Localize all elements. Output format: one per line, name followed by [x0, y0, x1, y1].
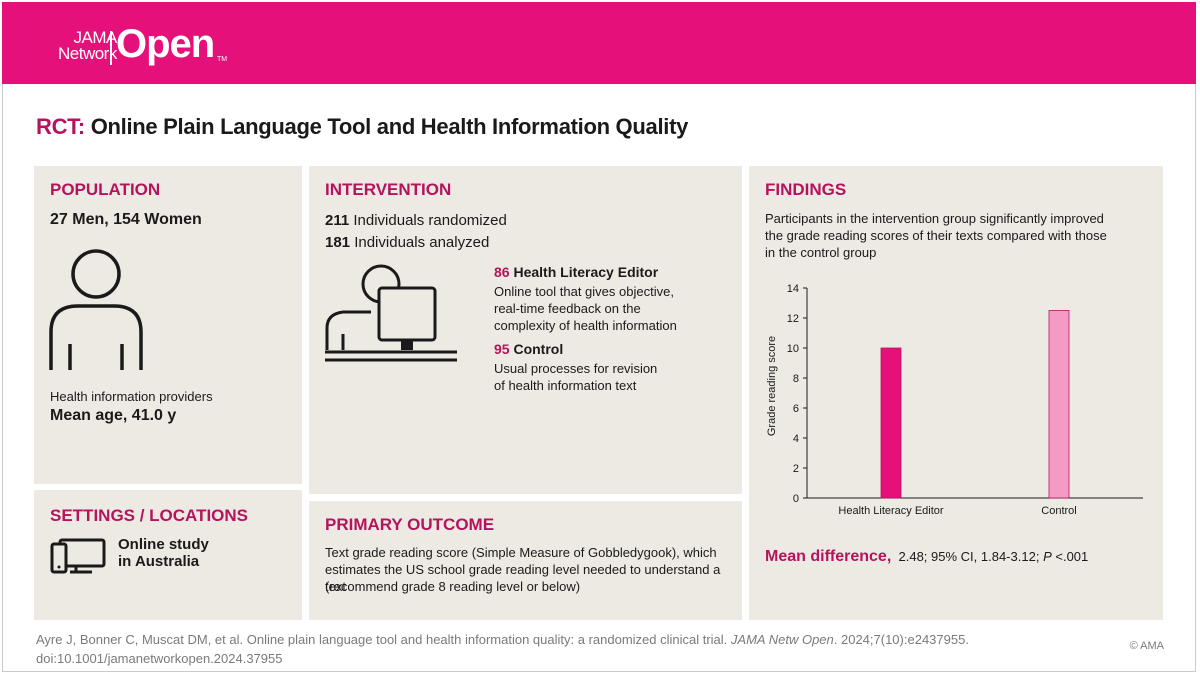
- person-icon: [49, 249, 143, 370]
- mean-difference-value: 2.48; 95% CI, 1.84-3.12;: [898, 549, 1040, 564]
- y-tick-label: 6: [793, 403, 799, 415]
- randomized-count: 211: [325, 212, 350, 229]
- arm1-desc-0: Online tool that gives objective,: [494, 284, 674, 299]
- y-ticks: 0 2 4 6 8 10 12 14: [787, 283, 807, 505]
- outcome-line-0: Text grade reading score (Simple Measure…: [325, 545, 717, 560]
- bar-chart: Grade reading score 0 2 4 6 8 10 12 14 Health L…: [766, 283, 1143, 517]
- x-tick-label: Health Literacy Editor: [838, 505, 943, 517]
- logo-jama-text: JAMA: [73, 28, 118, 47]
- citation-volume: . 2024;7(10):e2437955.: [833, 632, 969, 647]
- randomized-line: 211 Individuals randomized: [325, 211, 507, 230]
- findings-line-1: the grade reading scores of their texts …: [765, 228, 1107, 243]
- settings-panel: SETTINGS / LOCATIONS Online study in Aus…: [34, 490, 302, 620]
- population-counts: 27 Men, 154 Women: [50, 211, 202, 228]
- y-tick-label: 8: [793, 373, 799, 385]
- settings-line1: Online study: [118, 536, 209, 553]
- y-tick-label: 4: [793, 433, 799, 445]
- intervention-heading: INTERVENTION: [325, 180, 452, 199]
- header-bar: [2, 2, 1196, 84]
- citation: Ayre J, Bonner C, Muscat DM, et al. Onli…: [36, 630, 969, 668]
- outcome-line-1: estimates the US school grade reading le…: [325, 562, 721, 594]
- analyzed-line: 181 Individuals analyzed: [325, 233, 489, 252]
- arm2-desc-0: Usual processes for revision: [494, 361, 658, 376]
- mean-difference-label: Mean difference,: [765, 548, 892, 565]
- arm1-count: 86: [494, 264, 510, 280]
- y-tick-label: 10: [787, 343, 799, 355]
- bars: [880, 310, 1070, 499]
- x-tick-labels: Health Literacy Editor Control: [838, 505, 1076, 517]
- citation-line-1: Ayre J, Bonner C, Muscat DM, et al. Onli…: [36, 630, 969, 649]
- citation-doi[interactable]: doi:10.1001/jamanetworkopen.2024.37955: [36, 651, 283, 666]
- bar-control: [1048, 310, 1070, 499]
- bar-health-literacy-editor: [880, 347, 902, 499]
- citation-authors: Ayre J, Bonner C, Muscat DM, et al. Onli…: [36, 632, 728, 647]
- title-text: Online Plain Language Tool and Health In…: [90, 114, 689, 139]
- y-tick-label: 12: [787, 313, 799, 325]
- y-tick-label: 2: [793, 463, 799, 475]
- logo-open-text: Open: [116, 22, 215, 66]
- intervention-panel: INTERVENTION 211 Individuals randomized …: [309, 166, 742, 494]
- p-value: <.001: [1055, 549, 1089, 564]
- title-prefix: RCT:: [36, 114, 85, 139]
- page-title: RCT: Online Plain Language Tool and Heal…: [36, 114, 688, 140]
- population-heading: POPULATION: [50, 180, 161, 199]
- copyright: © AMA: [1129, 640, 1164, 652]
- randomized-label: Individuals randomized: [353, 212, 507, 229]
- findings-line-0: Participants in the intervention group s…: [765, 211, 1104, 226]
- arm2-desc-1: of health information text: [494, 378, 637, 393]
- outcome-line-2: (recommend grade 8 reading level or belo…: [325, 579, 581, 594]
- logo-network-text: Network: [58, 44, 117, 63]
- arm1-desc-2: complexity of health information: [494, 318, 677, 333]
- primary-outcome-heading: PRIMARY OUTCOME: [325, 515, 495, 534]
- settings-heading: SETTINGS / LOCATIONS: [50, 506, 249, 525]
- arm2-title: 95 Control: [494, 341, 563, 358]
- logo-divider: [110, 31, 112, 65]
- citation-journal: JAMA Netw Open: [730, 632, 834, 647]
- arm1-desc-1: real-time feedback on the: [494, 301, 641, 316]
- arm1-name: Health Literacy Editor: [513, 264, 659, 280]
- mean-difference-line: Mean difference, 2.48; 95% CI, 1.84-3.12…: [765, 547, 1088, 567]
- population-descriptor: Health information providers: [50, 389, 213, 404]
- analyzed-count: 181: [325, 234, 351, 251]
- y-tick-label: 14: [787, 283, 799, 295]
- findings-line-2: in the control group: [765, 245, 877, 260]
- settings-line2: in Australia: [118, 553, 200, 570]
- y-tick-label: 0: [793, 493, 799, 505]
- findings-panel: FINDINGS Participants in the interventio…: [749, 166, 1163, 620]
- jama-network-logo: JAMA Network: [58, 28, 118, 63]
- x-tick-label: Control: [1041, 505, 1076, 517]
- arm2-count: 95: [494, 341, 510, 357]
- logo-trademark: TM: [217, 56, 228, 63]
- y-axis-label: Grade reading score: [766, 336, 778, 436]
- population-panel: POPULATION 27 Men, 154 Women Health info…: [34, 166, 302, 484]
- arm1-title: 86 Health Literacy Editor: [494, 264, 658, 281]
- arm2-name: Control: [513, 341, 564, 357]
- computer-user-icon: [325, 264, 457, 362]
- p-label: P: [1043, 549, 1052, 564]
- population-mean-age: Mean age, 41.0 y: [50, 407, 177, 424]
- findings-heading: FINDINGS: [765, 180, 847, 199]
- primary-outcome-panel: PRIMARY OUTCOME Text grade reading score…: [309, 501, 742, 620]
- devices-icon: [50, 538, 106, 574]
- analyzed-label: Individuals analyzed: [354, 234, 490, 251]
